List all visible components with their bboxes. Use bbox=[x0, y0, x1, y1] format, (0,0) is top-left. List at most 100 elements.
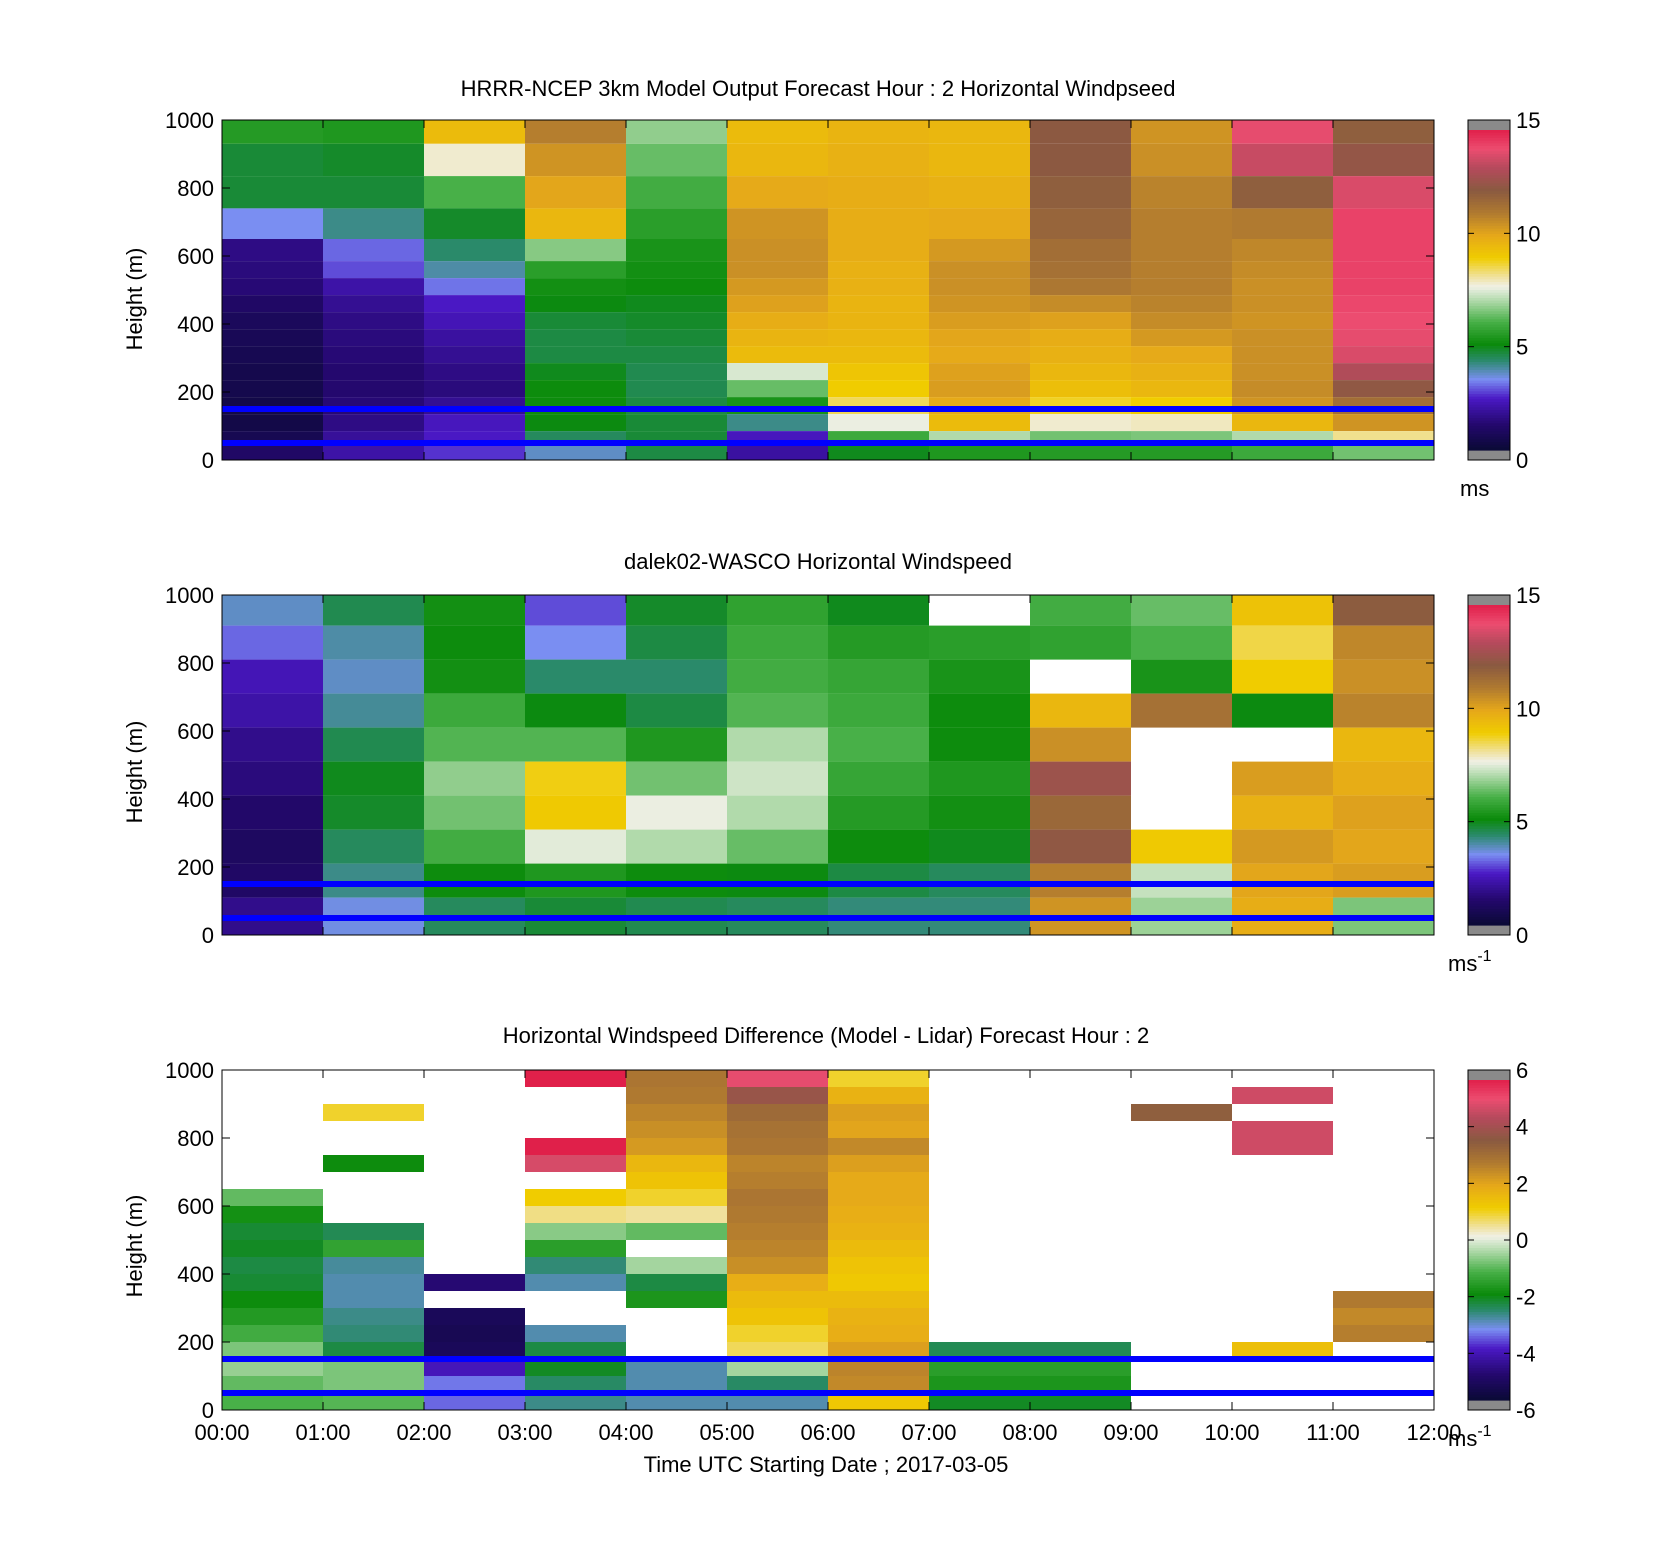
model-colorbar-segment bbox=[1468, 247, 1510, 251]
difference-heatmap-cell bbox=[727, 1172, 828, 1189]
difference-colorbar-segment bbox=[1468, 1232, 1510, 1236]
model-heatmap-cell bbox=[828, 363, 929, 381]
difference-colorbar-segment bbox=[1468, 1245, 1510, 1249]
lidar-colorbar-segment bbox=[1468, 831, 1510, 835]
model-colorbar-segment bbox=[1468, 226, 1510, 230]
difference-colorbar-segment bbox=[1468, 1370, 1510, 1374]
model-heatmap-cell bbox=[1333, 346, 1434, 364]
difference-colorbar-segment bbox=[1468, 1392, 1510, 1396]
lidar-y-tick-label: 200 bbox=[177, 855, 214, 880]
difference-heatmap-cell bbox=[929, 1359, 1030, 1376]
difference-colorbar-segment bbox=[1468, 1181, 1510, 1185]
model-heatmap-cell bbox=[1030, 120, 1131, 144]
model-heatmap-cell bbox=[626, 346, 727, 364]
difference-heatmap-cell bbox=[424, 1308, 525, 1325]
x-tick-label: 05:00 bbox=[699, 1420, 754, 1445]
model-colorbar-top-cap bbox=[1468, 120, 1510, 130]
model-colorbar-segment bbox=[1468, 348, 1510, 352]
lidar-colorbar-segment bbox=[1468, 719, 1510, 723]
model-colorbar-segment bbox=[1468, 327, 1510, 331]
difference-y-tick-label: 400 bbox=[177, 1262, 214, 1287]
model-heatmap-cell bbox=[727, 261, 828, 279]
model-heatmap-cell bbox=[1333, 312, 1434, 330]
difference-heatmap-cell bbox=[525, 1189, 626, 1206]
model-colorbar-segment bbox=[1468, 223, 1510, 227]
lidar-heatmap-cell bbox=[727, 829, 828, 864]
difference-colorbar-segment bbox=[1468, 1170, 1510, 1174]
model-heatmap-cell bbox=[828, 120, 929, 144]
model-heatmap-cell bbox=[1030, 176, 1131, 209]
model-colorbar-segment bbox=[1468, 204, 1510, 208]
lidar-colorbar-segment bbox=[1468, 797, 1510, 801]
model-heatmap-cell bbox=[323, 261, 424, 279]
difference-colorbar-segment bbox=[1468, 1336, 1510, 1340]
difference-heatmap-cell bbox=[929, 1393, 1030, 1410]
difference-heatmap-cell bbox=[222, 1189, 323, 1206]
lidar-colorbar-segment bbox=[1468, 733, 1510, 737]
difference-heatmap-cell bbox=[525, 1342, 626, 1359]
model-heatmap-cell bbox=[323, 445, 424, 460]
lidar-heatmap-cell bbox=[424, 693, 525, 728]
model-heatmap-cell bbox=[222, 295, 323, 313]
lidar-colorbar-segment bbox=[1468, 863, 1510, 867]
model-colorbar-segment bbox=[1468, 372, 1510, 376]
model-heatmap-cell bbox=[1131, 208, 1232, 239]
model-heatmap-cell bbox=[222, 363, 323, 381]
model-colorbar-segment bbox=[1468, 135, 1510, 139]
lidar-heatmap-cell bbox=[727, 761, 828, 796]
lidar-colorbar-segment bbox=[1468, 882, 1510, 886]
lidar-heatmap-cell bbox=[424, 595, 525, 626]
lidar-colorbar-segment bbox=[1468, 813, 1510, 817]
model-y-tick-label: 800 bbox=[177, 176, 214, 201]
difference-heatmap-cell bbox=[1232, 1138, 1333, 1155]
model-colorbar-segment bbox=[1468, 330, 1510, 334]
lidar-heatmap-cell bbox=[323, 727, 424, 762]
model-heatmap-cell bbox=[323, 363, 424, 381]
lidar-colorbar-segment bbox=[1468, 773, 1510, 777]
difference-heatmap-cell bbox=[323, 1240, 424, 1257]
lidar-colorbar-segment bbox=[1468, 903, 1510, 907]
lidar-colorbar-segment bbox=[1468, 901, 1510, 905]
difference-heatmap-cell bbox=[828, 1393, 929, 1410]
difference-y-ticks: 0 200 400 600 800 1000 bbox=[165, 1058, 1434, 1423]
lidar-heatmap-cell bbox=[424, 863, 525, 898]
difference-panel: Horizontal Windspeed Difference (Model -… bbox=[122, 1023, 1536, 1477]
lidar-heatmap-cell bbox=[1131, 693, 1232, 728]
difference-heatmap-cell bbox=[1232, 1342, 1333, 1359]
model-colorbar-segment bbox=[1468, 167, 1510, 171]
lidar-heatmap-cell bbox=[222, 795, 323, 830]
model-colorbar-segment bbox=[1468, 234, 1510, 238]
lidar-reference-lines bbox=[222, 881, 1434, 921]
lidar-heatmap-cell bbox=[1333, 761, 1434, 796]
difference-colorbar-tick-label: 6 bbox=[1516, 1058, 1528, 1083]
lidar-colorbar-segment bbox=[1468, 690, 1510, 694]
x-tick-label: 02:00 bbox=[396, 1420, 451, 1445]
difference-colorbar-segment bbox=[1468, 1381, 1510, 1385]
model-colorbar-segment bbox=[1468, 314, 1510, 318]
lidar-heatmap-cell bbox=[222, 659, 323, 694]
model-heatmap-cell bbox=[828, 312, 929, 330]
lidar-heatmap-cell bbox=[828, 829, 929, 864]
lidar-heatmap-cell bbox=[525, 829, 626, 864]
difference-heatmap-cell bbox=[525, 1376, 626, 1393]
lidar-colorbar-segment bbox=[1468, 855, 1510, 859]
model-heatmap-cell bbox=[929, 239, 1030, 262]
difference-heatmap-cell bbox=[727, 1138, 828, 1155]
lidar-heatmap-cell bbox=[1333, 829, 1434, 864]
lidar-heatmap-cell bbox=[626, 727, 727, 762]
difference-heatmap-cell bbox=[222, 1206, 323, 1223]
model-colorbar-segment bbox=[1468, 140, 1510, 144]
model-colorbar-segment bbox=[1468, 202, 1510, 206]
lidar-heatmap-cell bbox=[1030, 625, 1131, 660]
lidar-colorbar-segment bbox=[1468, 834, 1510, 838]
lidar-heatmap-cell bbox=[1131, 625, 1232, 660]
difference-colorbar-segment bbox=[1468, 1221, 1510, 1225]
difference-colorbar-segment bbox=[1468, 1256, 1510, 1260]
model-colorbar-segment bbox=[1468, 199, 1510, 203]
model-heatmap-cell bbox=[828, 329, 929, 347]
lidar-heatmap-cell bbox=[525, 625, 626, 660]
model-heatmap-cell bbox=[828, 278, 929, 296]
lidar-heatmap-cell bbox=[727, 659, 828, 694]
model-heatmap-cell bbox=[424, 329, 525, 347]
model-colorbar-segment bbox=[1468, 250, 1510, 254]
